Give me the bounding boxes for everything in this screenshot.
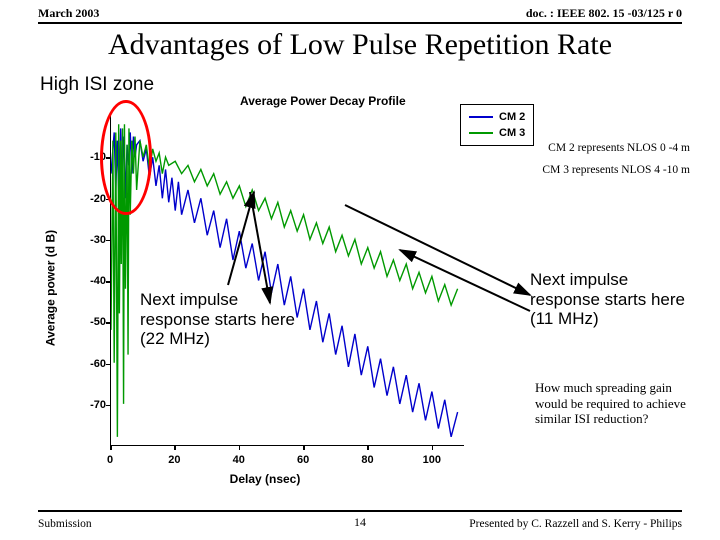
header-rule [38, 22, 682, 24]
xtick: 100 [423, 454, 441, 466]
header-right: doc. : IEEE 802. 15 -03/125 r 0 [526, 6, 682, 21]
ytick: -40 [80, 275, 106, 287]
legend-label: CM 3 [499, 127, 525, 139]
xtick: 60 [297, 454, 309, 466]
legend-swatch [469, 116, 493, 118]
high-isi-label: High ISI zone [40, 74, 154, 96]
ytick: -30 [80, 234, 106, 246]
callout-22mhz: Next impulse response starts here (22 MH… [140, 290, 300, 349]
xtick: 40 [233, 454, 245, 466]
chart-xlabel: Delay (nsec) [230, 472, 301, 486]
header-left: March 2003 [38, 6, 99, 21]
xtick: 80 [361, 454, 373, 466]
legend: CM 2 CM 3 [460, 104, 534, 146]
series-cm3 [111, 124, 458, 437]
question-text: How much spreading gain would be require… [535, 380, 690, 427]
callout-11mhz: Next impulse response starts here (11 MH… [530, 270, 690, 329]
plot-area [110, 116, 464, 446]
note-cm2: CM 2 represents NLOS 0 -4 m [548, 142, 690, 154]
ytick: -60 [80, 358, 106, 370]
ytick: -50 [80, 316, 106, 328]
legend-item-cm3: CM 3 [469, 125, 525, 141]
footer-left: Submission [38, 518, 92, 530]
isi-zone-oval [100, 100, 151, 216]
page-title: Advantages of Low Pulse Repetition Rate [0, 28, 720, 62]
chart-ylabel: Average power (d B) [44, 230, 58, 346]
note-cm3: CM 3 represents NLOS 4 -10 m [542, 164, 690, 176]
legend-item-cm2: CM 2 [469, 109, 525, 125]
footer-right: Presented by C. Razzell and S. Kerry - P… [469, 518, 682, 530]
legend-swatch [469, 132, 493, 134]
ytick: -20 [80, 193, 106, 205]
ytick: -70 [80, 399, 106, 411]
xtick: 20 [168, 454, 180, 466]
chart-title: Average Power Decay Profile [240, 94, 406, 108]
footer-rule [38, 510, 682, 512]
xtick: 0 [107, 454, 113, 466]
series-cm2 [111, 128, 458, 436]
page-number: 14 [354, 515, 366, 530]
legend-label: CM 2 [499, 111, 525, 123]
